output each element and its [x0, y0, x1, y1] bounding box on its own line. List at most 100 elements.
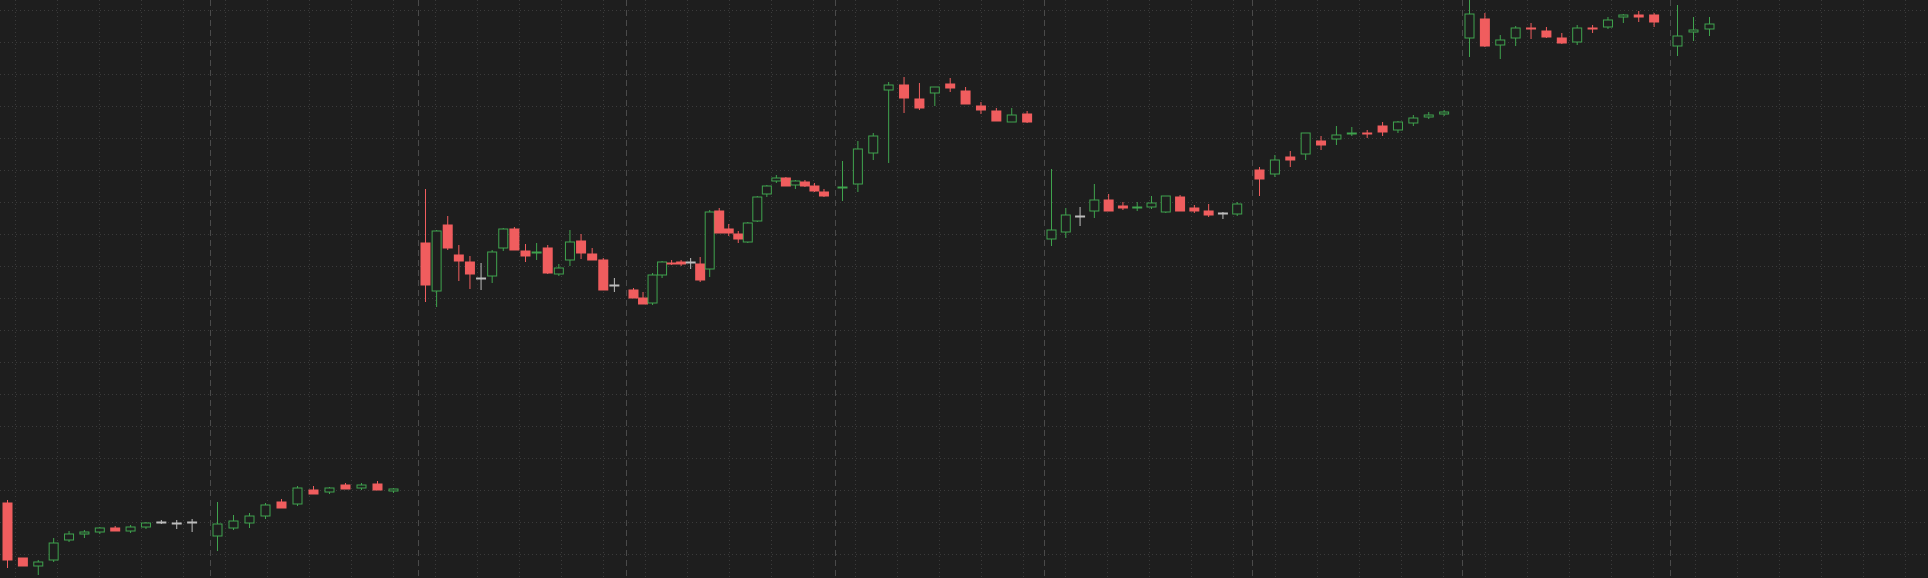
candle	[453, 245, 464, 281]
candle-body	[308, 489, 319, 495]
candle-body	[1203, 210, 1214, 216]
candle-body	[723, 228, 734, 234]
candle-body	[598, 259, 609, 291]
candle	[1649, 13, 1660, 27]
candle	[1006, 108, 1017, 123]
candle-body	[1672, 35, 1683, 47]
candle	[33, 560, 44, 575]
candle-body	[868, 135, 879, 154]
candle-body	[1046, 229, 1057, 240]
candle-body	[1300, 132, 1311, 155]
candle	[171, 520, 182, 529]
candle-body	[1392, 121, 1403, 131]
candle-body	[714, 210, 725, 234]
candle-body	[991, 110, 1002, 122]
candle-body	[372, 483, 383, 491]
candle-body	[1510, 27, 1521, 39]
candle	[1704, 17, 1715, 36]
candle-body	[771, 177, 782, 182]
candle-body	[464, 261, 475, 275]
candle	[945, 78, 956, 92]
candle	[372, 481, 383, 491]
candle	[553, 264, 564, 276]
candle-body	[171, 522, 182, 525]
candle-body	[666, 262, 677, 265]
candle-body	[156, 521, 167, 524]
candle-body	[899, 84, 910, 99]
candle-body	[1618, 14, 1629, 18]
candle-body	[228, 520, 239, 529]
candle	[244, 513, 255, 528]
candle-body	[1175, 196, 1186, 212]
candle-body	[520, 250, 531, 257]
candle	[531, 243, 542, 260]
candle	[498, 228, 509, 251]
candle-body	[1060, 214, 1071, 233]
candle	[1217, 212, 1228, 219]
candle-body	[125, 526, 136, 532]
candle	[576, 234, 587, 259]
candle	[914, 83, 925, 110]
candle	[1510, 26, 1521, 46]
candle	[1392, 121, 1403, 133]
candle	[1572, 25, 1583, 45]
candle	[1075, 207, 1086, 226]
candle-body	[420, 242, 431, 286]
candle	[292, 486, 303, 506]
candle-body	[837, 186, 848, 189]
candle-body	[742, 222, 753, 243]
candle-body	[914, 98, 925, 109]
candle-body	[647, 274, 658, 304]
candle	[1046, 169, 1057, 246]
candle-body	[945, 83, 956, 89]
candle-body	[48, 542, 59, 561]
candles	[2, 0, 1715, 575]
candle	[609, 278, 620, 292]
candle-body	[628, 289, 639, 299]
candle-body	[64, 533, 75, 541]
candle-body	[960, 90, 971, 105]
candle-body	[609, 284, 620, 287]
candle	[509, 227, 520, 251]
candle-body	[260, 504, 271, 517]
candle	[464, 256, 475, 289]
candle-body	[1479, 18, 1490, 47]
candle	[542, 245, 553, 274]
candle-body	[1285, 156, 1296, 161]
candle	[960, 87, 971, 105]
candle	[929, 86, 940, 106]
candle	[723, 224, 734, 236]
candle-body	[79, 531, 90, 535]
candle-body	[442, 224, 453, 249]
candle-body	[1688, 29, 1699, 33]
candle	[1602, 17, 1613, 29]
candle-body	[1331, 134, 1342, 140]
candle	[340, 483, 351, 490]
candle	[431, 230, 442, 307]
candle	[1377, 122, 1388, 136]
candle-body	[244, 515, 255, 524]
candle	[1439, 110, 1450, 116]
candle	[356, 483, 367, 490]
candle	[761, 185, 772, 197]
candle	[638, 292, 649, 305]
candle	[799, 180, 810, 187]
candle	[260, 503, 271, 519]
candle-body	[695, 263, 706, 281]
candle-body	[1117, 205, 1128, 209]
candle-body	[685, 261, 696, 264]
candle-body	[498, 228, 509, 249]
candle	[17, 557, 28, 567]
candle-body	[752, 196, 763, 222]
candle-body	[852, 148, 863, 185]
candle-body	[2, 502, 13, 561]
candle	[1541, 27, 1552, 38]
candle	[520, 244, 531, 262]
candle	[852, 141, 863, 192]
candle	[156, 520, 167, 524]
candle	[1495, 35, 1506, 59]
candle	[771, 175, 782, 183]
candle	[187, 519, 198, 532]
candle	[1362, 130, 1373, 138]
